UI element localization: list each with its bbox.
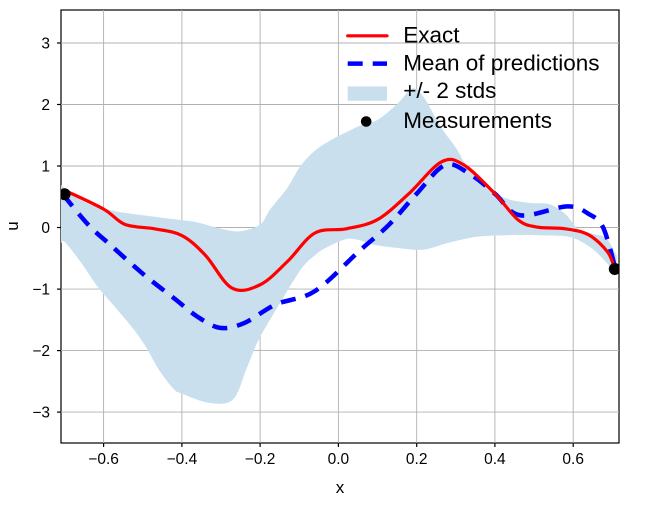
svg-text:0.6: 0.6 [562, 451, 584, 468]
svg-text:Measurements: Measurements [403, 108, 552, 133]
svg-text:0.4: 0.4 [484, 451, 506, 468]
svg-text:−3: −3 [32, 405, 50, 422]
svg-text:−0.6: −0.6 [88, 451, 119, 468]
svg-text:−1: −1 [32, 282, 50, 299]
svg-text:−0.2: −0.2 [245, 451, 276, 468]
svg-text:x: x [336, 478, 345, 497]
svg-text:Mean of predictions: Mean of predictions [403, 50, 599, 75]
svg-text:1: 1 [41, 159, 50, 176]
svg-text:0: 0 [41, 220, 50, 237]
svg-text:−2: −2 [32, 343, 50, 360]
svg-text:0.0: 0.0 [328, 451, 350, 468]
svg-text:2: 2 [41, 97, 50, 114]
svg-text:−0.4: −0.4 [167, 451, 198, 468]
svg-text:3: 3 [41, 36, 50, 53]
svg-text:Exact: Exact [403, 23, 460, 48]
svg-text:u: u [3, 221, 22, 230]
svg-text:0.2: 0.2 [406, 451, 428, 468]
svg-text:+/- 2 stds: +/- 2 stds [403, 78, 496, 103]
